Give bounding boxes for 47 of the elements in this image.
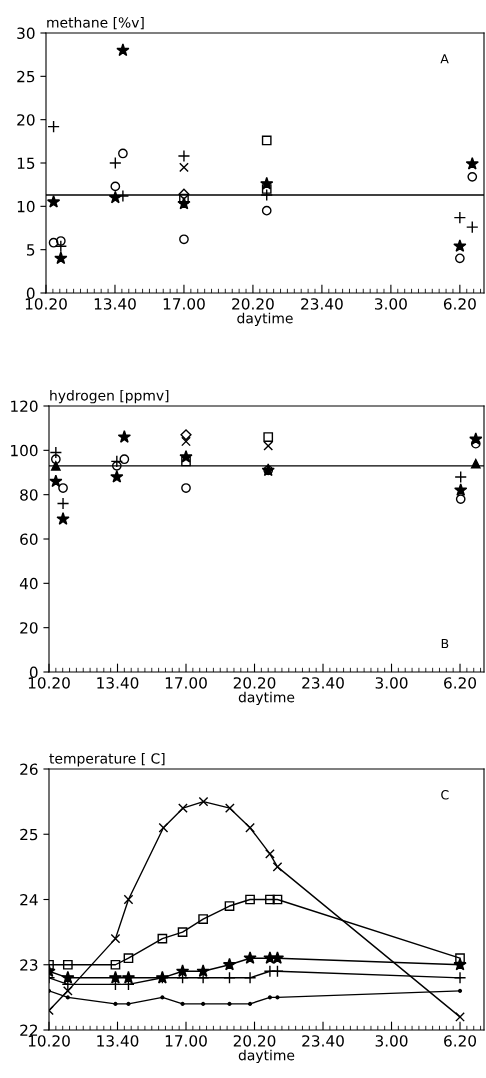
x-tick-label: 10.20	[28, 1035, 70, 1047]
x-tick-label: 23.40	[302, 1035, 344, 1047]
y-tick-label: 20	[17, 114, 35, 126]
x-tick-label: 10.20	[25, 298, 67, 310]
x-tick-label: 6.20	[443, 298, 476, 310]
x-tick-label: 17.00	[165, 1035, 207, 1047]
x-tick-label: 3.00	[375, 677, 408, 689]
x-tick-label: 17.00	[163, 298, 205, 310]
y-tick-label: 22	[20, 1024, 38, 1036]
y-tick-label: 80	[20, 489, 38, 501]
y-tick-label: 15	[17, 157, 35, 170]
x-tick-label: 3.00	[375, 1035, 408, 1047]
y-tick-label: 40	[19, 577, 38, 590]
x-tick-label: 6.20	[444, 1035, 477, 1047]
x-tick-label: 10.20	[28, 677, 70, 689]
x-axis-title: daytime	[237, 312, 293, 327]
y-tick-label: 60	[20, 533, 38, 546]
x-tick-label: 6.20	[444, 677, 477, 689]
x-tick-label: 3.00	[375, 298, 407, 310]
y-axis-title: hydrogen [ppmv]	[50, 389, 169, 404]
y-tick-label: 24	[20, 893, 38, 906]
y-tick-label: 25	[17, 70, 35, 83]
y-tick-label: 10	[17, 200, 35, 213]
y-tick-label: 30	[17, 27, 35, 40]
y-axis-title: temperature [ C]	[49, 752, 165, 767]
x-tick-label: 23.40	[302, 677, 344, 689]
x-axis-title: daytime	[238, 1049, 295, 1064]
y-axis-title: methane [%v]	[47, 16, 144, 30]
y-tick-label: 5	[27, 244, 35, 256]
x-axis-title: daytime	[238, 691, 295, 706]
x-tick-label: 20.20	[232, 298, 274, 310]
x-tick-label: 13.40	[97, 677, 139, 689]
y-tick-label: 100	[11, 444, 38, 457]
x-tick-label: 13.40	[97, 1035, 139, 1047]
x-tick-label: 13.40	[94, 298, 136, 310]
y-tick-label: 25	[20, 828, 38, 841]
annotation: A	[440, 54, 449, 64]
annotation: B	[441, 639, 449, 649]
x-tick-label: 17.00	[165, 677, 207, 689]
y-tick-label: 23	[20, 959, 38, 971]
x-tick-label: 23.40	[301, 298, 343, 310]
y-tick-label: 20	[20, 622, 38, 634]
y-tick-label: 26	[20, 763, 38, 776]
x-tick-label: 20.20	[233, 677, 276, 689]
x-tick-label: 20.20	[233, 1035, 276, 1047]
y-tick-label: 120	[11, 400, 38, 413]
annotation: C	[441, 790, 449, 800]
